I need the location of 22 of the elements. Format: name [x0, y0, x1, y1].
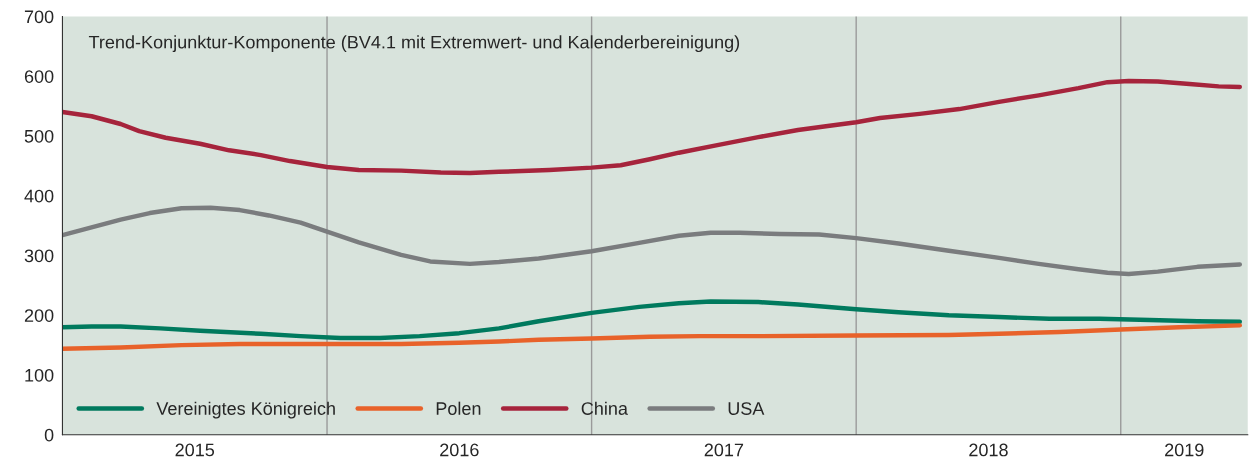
text: Trend-Konjunktur-Komponente (BV4.1 mit Extremwert- und Kalenderbereinigung): [88, 35, 740, 53]
y-tick-label: 500: [24, 129, 54, 143]
y-tick-label: 300: [24, 249, 54, 263]
x-tick-label: 2015: [175, 443, 215, 457]
y-tick-label: 400: [24, 189, 54, 203]
y-tick-label: 700: [24, 10, 54, 24]
y-tick-label: 0: [44, 428, 54, 442]
line-series: [62, 323, 1243, 351]
line-series: [62, 299, 1243, 341]
legend-label: Polen: [436, 401, 481, 415]
line-series: [62, 78, 1243, 176]
x-tick-label: 2017: [704, 443, 744, 457]
y-tick-label: 100: [25, 368, 54, 382]
x-tick-label: 2019: [1165, 443, 1204, 457]
x-tick-label: 2018: [969, 443, 1008, 457]
legend-label: China: [581, 401, 628, 415]
line-series: [62, 205, 1243, 277]
y-tick-label: 200: [24, 309, 54, 322]
legend-label: USA: [728, 402, 765, 415]
y-tick-label: 600: [24, 70, 54, 83]
x-tick-label: 2016: [440, 443, 479, 457]
legend-label: Vereinigtes Königreich: [156, 401, 335, 419]
